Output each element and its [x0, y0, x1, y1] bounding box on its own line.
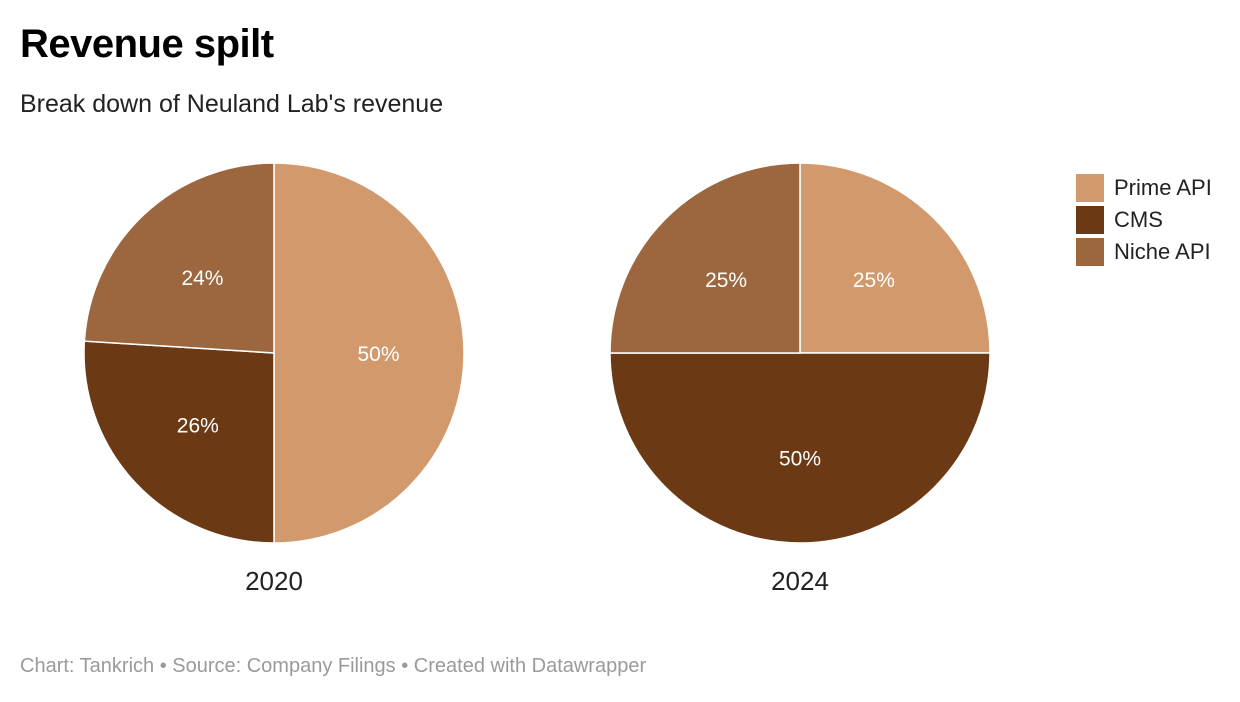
pie-charts: 50% 26% 24% 2020 25% 50% 25% 2024	[83, 162, 991, 596]
pie-2024-label-cms: 50%	[779, 448, 821, 471]
pie-2020-label-niche-api: 24%	[181, 267, 223, 290]
legend: Prime API CMS Niche API	[1076, 172, 1212, 268]
pie-2020-slice-niche-api	[83, 162, 275, 354]
legend-item-cms: CMS	[1076, 204, 1212, 236]
pie-2020-label-prime-api: 50%	[357, 343, 399, 366]
legend-label-cms: CMS	[1114, 207, 1163, 232]
pie-2024: 25% 50% 25% 2024	[609, 162, 991, 596]
chart-subtitle: Break down of Neuland Lab's revenue	[20, 90, 444, 118]
pie-2020-slice-prime-api	[273, 162, 465, 544]
legend-swatch-niche-api	[1076, 238, 1104, 266]
pie-2020-caption: 2020	[245, 566, 303, 596]
pie-2020-slice-cms	[83, 340, 275, 544]
pie-2020: 50% 26% 24% 2020	[83, 162, 465, 596]
legend-item-prime-api: Prime API	[1076, 172, 1212, 204]
pie-2024-label-niche-api: 25%	[705, 269, 747, 292]
pie-2024-caption: 2024	[771, 566, 829, 596]
legend-swatch-cms	[1076, 206, 1104, 234]
legend-item-niche-api: Niche API	[1076, 236, 1212, 268]
chart-title: Revenue spilt	[20, 22, 274, 66]
pie-2024-slice-niche-api	[609, 162, 801, 354]
pie-2024-slice-cms	[609, 352, 991, 544]
pie-2024-slice-prime-api	[799, 162, 991, 354]
legend-swatch-prime-api	[1076, 174, 1104, 202]
chart-footer: Chart: Tankrich • Source: Company Filing…	[20, 655, 647, 677]
legend-label-niche-api: Niche API	[1114, 239, 1211, 264]
legend-label-prime-api: Prime API	[1114, 175, 1212, 200]
pie-2020-label-cms: 26%	[177, 415, 219, 438]
pie-2024-label-prime-api: 25%	[853, 269, 895, 292]
